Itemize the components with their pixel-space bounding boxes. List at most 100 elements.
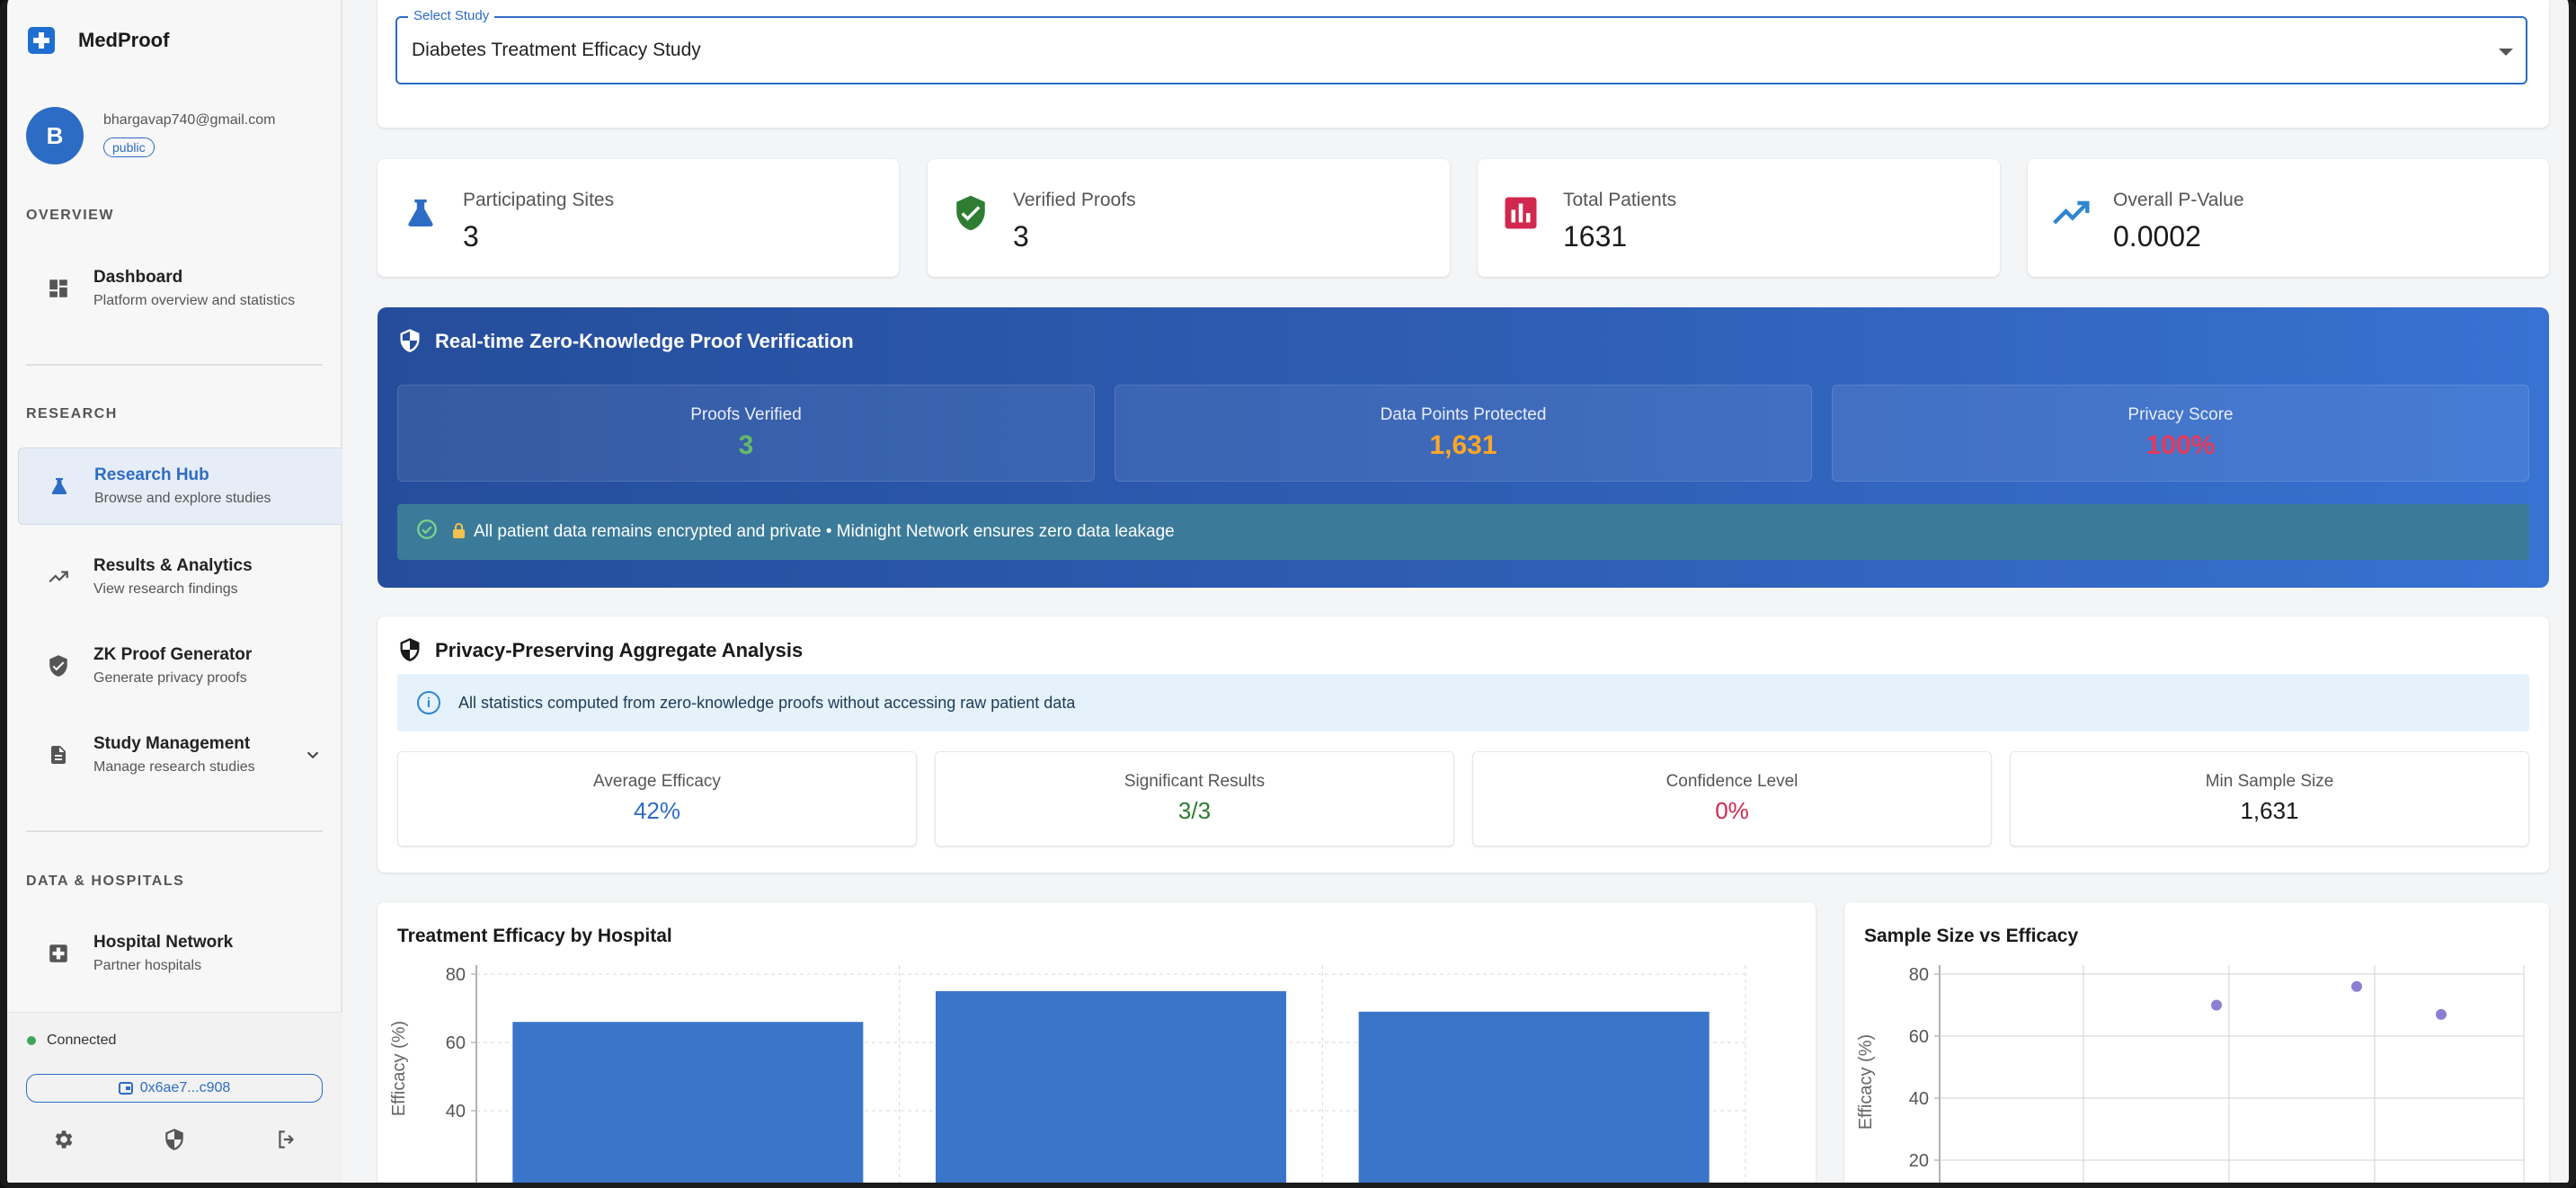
visibility-badge: public bbox=[103, 137, 155, 157]
metric-value: 3/3 bbox=[1177, 797, 1212, 824]
sample-size-scatter-chart: 80 60 40 20 Efficacy (%) bbox=[1856, 965, 2525, 1183]
study-select[interactable]: Select Study Diabetes Treatment Efficacy… bbox=[395, 8, 2527, 84]
bar bbox=[936, 991, 1286, 1183]
metric-label: Average Efficacy bbox=[593, 772, 721, 791]
user-profile: B bhargavap740@gmail.com public bbox=[26, 107, 275, 164]
app-name: MedProof bbox=[78, 29, 170, 51]
sidebar-item-title: Results & Analytics bbox=[93, 556, 253, 575]
metric-label: Confidence Level bbox=[1666, 772, 1799, 791]
info-alert: i All statistics computed from zero-know… bbox=[397, 674, 2529, 731]
zk-metric-privacy-score: Privacy Score 100% bbox=[1832, 385, 2529, 482]
zk-title: Real-time Zero-Knowledge Proof Verificat… bbox=[435, 330, 854, 352]
stat-value: 3 bbox=[1013, 220, 1029, 253]
avatar[interactable]: B bbox=[26, 107, 84, 164]
connection-status: Connected bbox=[27, 1033, 116, 1049]
study-select-label: Select Study bbox=[408, 8, 495, 23]
sidebar-item-title: Dashboard bbox=[93, 268, 183, 287]
sidebar-item-subtitle: Platform overview and statistics bbox=[93, 293, 296, 308]
sidebar-footer: Connected 0x6ae7...c908 bbox=[7, 1012, 342, 1183]
sample-size-vs-efficacy-card: Sample Size vs Efficacy 80 60 40 20 Efficacy… bbox=[1844, 902, 2549, 1183]
trending-up-icon bbox=[45, 563, 72, 590]
zk-metric-label: Data Points Protected bbox=[1380, 405, 1547, 424]
y-tick-label: 60 bbox=[446, 1033, 466, 1053]
shield-check-icon bbox=[45, 652, 72, 679]
scatter-point bbox=[2351, 980, 2362, 992]
shield-icon bbox=[397, 327, 422, 359]
y-axis-label: Efficacy (%) bbox=[389, 1021, 409, 1116]
sidebar-item-zk-proof-generator[interactable]: ZK Proof Generator Generate privacy proo… bbox=[18, 627, 342, 705]
flask-icon bbox=[46, 473, 73, 500]
study-select-value: Diabetes Treatment Efficacy Study bbox=[412, 40, 701, 60]
verified-shield-icon bbox=[951, 193, 990, 233]
sidebar-item-dashboard[interactable]: Dashboard Platform overview and statisti… bbox=[18, 250, 342, 327]
metric-min-sample-size: Min Sample Size 1,631 bbox=[2010, 751, 2529, 847]
sidebar-item-results-analytics[interactable]: Results & Analytics View research findin… bbox=[18, 538, 342, 616]
stat-card-total-patients: Total Patients 1631 bbox=[1478, 159, 2000, 277]
zk-metric-proofs-verified: Proofs Verified 3 bbox=[397, 385, 1095, 482]
scatter-point bbox=[2211, 999, 2222, 1011]
y-axis-label: Efficacy (%) bbox=[1856, 1034, 1876, 1130]
sidebar-item-title: ZK Proof Generator bbox=[93, 645, 253, 664]
bar bbox=[512, 1022, 864, 1183]
zk-metric-label: Privacy Score bbox=[2127, 405, 2234, 424]
zk-metric-label: Proofs Verified bbox=[690, 405, 802, 424]
info-icon: i bbox=[417, 691, 440, 714]
zk-metric-data-points-protected: Data Points Protected 1,631 bbox=[1115, 385, 1812, 482]
medical-cross-logo-icon bbox=[28, 27, 55, 54]
stat-label: Participating Sites bbox=[463, 190, 615, 210]
document-icon bbox=[45, 741, 72, 768]
sidebar-item-subtitle: Manage research studies bbox=[93, 759, 255, 775]
zk-note-text: All patient data remains encrypted and p… bbox=[474, 522, 1175, 541]
zk-verification-banner: Real-time Zero-Knowledge Proof Verificat… bbox=[378, 307, 2549, 588]
metric-label: Min Sample Size bbox=[2205, 772, 2334, 791]
metric-significant-results: Significant Results 3/3 bbox=[935, 751, 1454, 847]
chart-title: Treatment Efficacy by Hospital bbox=[397, 926, 672, 946]
wallet-address-chip[interactable]: 0x6ae7...c908 bbox=[26, 1074, 323, 1103]
y-tick-label: 60 bbox=[1909, 1027, 1929, 1047]
stat-label: Verified Proofs bbox=[1013, 190, 1136, 210]
sidebar-item-study-management[interactable]: Study Management Manage research studies bbox=[18, 716, 342, 793]
efficacy-by-hospital-card: Treatment Efficacy by Hospital 80 60 40 Eff… bbox=[378, 902, 1816, 1183]
stat-label: Overall P-Value bbox=[2113, 190, 2244, 210]
zk-metric-value: 100% bbox=[2145, 430, 2216, 460]
bar bbox=[1358, 1011, 1710, 1183]
sidebar-item-subtitle: View research findings bbox=[93, 581, 238, 597]
stat-value: 1631 bbox=[1563, 220, 1628, 253]
settings-icon[interactable] bbox=[49, 1126, 76, 1153]
logout-icon[interactable] bbox=[273, 1126, 300, 1153]
sidebar-item-hospital-network[interactable]: Hospital Network Partner hospitals bbox=[18, 915, 342, 992]
zk-metric-value: 1,631 bbox=[1429, 430, 1497, 460]
chevron-down-icon[interactable] bbox=[303, 745, 323, 769]
user-email: bhargavap740@gmail.com bbox=[103, 112, 276, 128]
shield-icon bbox=[397, 636, 422, 668]
y-tick-label: 20 bbox=[1909, 1151, 1929, 1171]
flask-icon bbox=[401, 193, 440, 233]
zk-encryption-note: All patient data remains encrypted and p… bbox=[397, 504, 2529, 560]
sidebar-item-research-hub[interactable]: Research Hub Browse and explore studies bbox=[18, 448, 342, 525]
sidebar-item-title: Hospital Network bbox=[93, 933, 234, 952]
metric-value: 42% bbox=[633, 797, 681, 824]
hospital-icon bbox=[45, 940, 72, 967]
section-label-data-hospitals: DATA & HOSPITALS bbox=[26, 873, 185, 889]
metric-average-efficacy: Average Efficacy 42% bbox=[397, 751, 917, 847]
y-tick-label: 80 bbox=[446, 965, 466, 985]
brand[interactable]: MedProof bbox=[28, 27, 169, 54]
efficacy-bar-chart: 80 60 40 Efficacy (%) bbox=[389, 965, 1746, 1183]
stat-card-verified-proofs: Verified Proofs 3 bbox=[928, 159, 1450, 277]
study-select-card: Select Study Diabetes Treatment Efficacy… bbox=[378, 0, 2549, 128]
security-shield-icon[interactable] bbox=[161, 1126, 188, 1153]
scatter-point bbox=[2436, 1008, 2447, 1020]
aggregate-analysis-title: Privacy-Preserving Aggregate Analysis bbox=[435, 639, 804, 661]
chart-title: Sample Size vs Efficacy bbox=[1864, 926, 2079, 946]
stat-card-participating-sites: Participating Sites 3 bbox=[378, 159, 899, 277]
sidebar: MedProof B bhargavap740@gmail.com public… bbox=[7, 0, 342, 1183]
check-circle-icon bbox=[415, 518, 439, 546]
wallet-address: 0x6ae7...c908 bbox=[139, 1080, 231, 1095]
y-tick-label: 80 bbox=[1909, 965, 1929, 985]
zk-metric-value: 3 bbox=[738, 430, 754, 460]
lock-icon bbox=[453, 523, 465, 538]
metric-label: Significant Results bbox=[1124, 772, 1266, 791]
bar-chart-icon bbox=[1501, 193, 1541, 233]
metric-value: 1,631 bbox=[2240, 797, 2299, 824]
